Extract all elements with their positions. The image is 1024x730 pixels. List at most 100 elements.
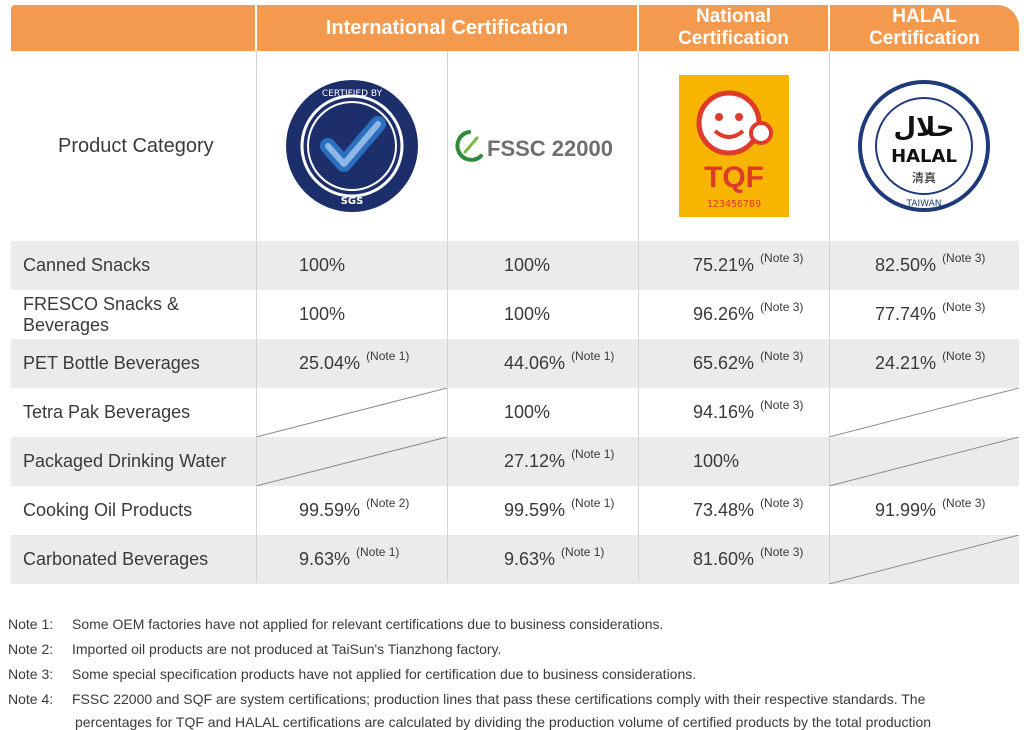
header-halal-certification: HALAL Certification	[830, 5, 1019, 51]
note-reference: (Note 3)	[760, 348, 804, 363]
percentage-value: 75.21%	[693, 255, 755, 275]
percentage-value: 24.21%	[875, 353, 937, 373]
product-category-cell: FRESCO Snacks & Beverages	[23, 293, 180, 335]
percentage-value: 96.26%	[693, 304, 755, 324]
product-category-cell: Packaged Drinking Water	[23, 451, 227, 471]
halal-cell	[829, 535, 1019, 584]
not-applicable-diagonal	[829, 437, 1019, 486]
sgs-cell: 25.04% (Note 1)	[256, 339, 447, 388]
percentage-value: 44.06%	[504, 353, 566, 373]
halal-cell: 91.99% (Note 3)	[829, 486, 1019, 535]
sgs-certification-logo: CERTIFIED BY SGS	[256, 51, 447, 241]
halal-cell	[829, 437, 1019, 486]
svg-text:SGS: SGS	[340, 196, 363, 207]
fssc-cell: 100%	[447, 290, 638, 339]
fssc-22000-logo: FSSC 22000	[447, 51, 638, 241]
percentage-value: 100%	[299, 255, 346, 275]
fssc-cell: 44.06% (Note 1)	[447, 339, 638, 388]
percentage-value: 25.04%	[299, 353, 361, 373]
not-applicable-diagonal	[256, 388, 447, 437]
sgs-cell	[256, 437, 447, 486]
percentage-value: 100%	[504, 304, 551, 324]
note-reference: (Note 1)	[561, 544, 605, 559]
halal-cell: 77.74% (Note 3)	[829, 290, 1019, 339]
percentage-value: 100%	[504, 402, 551, 422]
tqf-cell: 96.26% (Note 3)	[638, 290, 829, 339]
header-national-certification: National Certification	[639, 5, 828, 51]
logo-row: Product Category CERTIFIED BY SGS FSSC 2…	[11, 51, 1019, 241]
sgs-cell: 100%	[256, 290, 447, 339]
footnote-2: Note 2: Imported oil products are not pr…	[8, 640, 502, 657]
halal-cell	[829, 388, 1019, 437]
column-divider	[447, 51, 448, 582]
note-reference: (Note 3)	[760, 250, 804, 265]
note-reference: (Note 3)	[760, 397, 804, 412]
sgs-cell: 9.63% (Note 1)	[256, 535, 447, 584]
header-blank-cell	[11, 5, 255, 51]
footnote-3: Note 3: Some special specification produ…	[8, 665, 697, 682]
note-reference: (Note 3)	[942, 495, 986, 510]
column-divider	[829, 51, 830, 582]
percentage-value: 100%	[504, 255, 551, 275]
percentage-value: 9.63%	[504, 549, 556, 569]
halal-certification-logo: حلال HALAL 清真 TAIWAN	[829, 51, 1019, 241]
fssc-cell: 100%	[447, 388, 638, 437]
sgs-cell	[256, 388, 447, 437]
percentage-value: 100%	[299, 304, 346, 324]
note-reference: (Note 3)	[760, 299, 804, 314]
svg-text:FSSC 22000: FSSC 22000	[487, 136, 613, 161]
tqf-cell: 75.21% (Note 3)	[638, 241, 829, 290]
sgs-seal-icon: CERTIFIED BY SGS	[285, 80, 418, 212]
note-reference: (Note 3)	[942, 299, 986, 314]
tqf-cell: 100%	[638, 437, 829, 486]
tqf-face-icon	[696, 90, 761, 156]
not-applicable-diagonal	[829, 388, 1019, 437]
tqf-cell: 94.16% (Note 3)	[638, 388, 829, 437]
percentage-value: 94.16%	[693, 402, 755, 422]
product-category-cell: Canned Snacks	[23, 255, 151, 275]
percentage-value: 99.59%	[504, 500, 566, 520]
note-reference: (Note 2)	[366, 495, 410, 510]
percentage-value: 81.60%	[693, 549, 755, 569]
svg-text:清真: 清真	[912, 171, 936, 185]
percentage-value: 82.50%	[875, 255, 937, 275]
note-reference: (Note 1)	[366, 348, 410, 363]
table-row: Packaged Drinking Water 27.12% (Note 1) 100…	[11, 437, 1019, 486]
table-row: Cooking Oil Products 99.59% (Note 2) 99.59%…	[11, 486, 1019, 535]
product-category-cell: Carbonated Beverages	[23, 549, 209, 569]
sgs-cell: 100%	[256, 241, 447, 290]
note-reference: (Note 1)	[356, 544, 400, 559]
sgs-cell: 99.59% (Note 2)	[256, 486, 447, 535]
svg-text:TAIWAN: TAIWAN	[906, 199, 942, 209]
percentage-value: 91.99%	[875, 500, 937, 520]
column-divider	[638, 51, 639, 582]
product-category-cell: PET Bottle Beverages	[23, 353, 200, 373]
svg-text:123456789: 123456789	[706, 199, 760, 210]
product-category-cell: Cooking Oil Products	[23, 500, 193, 520]
tqf-cell: 81.60% (Note 3)	[638, 535, 829, 584]
svg-text:حلال: حلال	[893, 113, 954, 143]
product-category-header: Product Category	[58, 134, 214, 157]
fssc-cell: 9.63% (Note 1)	[447, 535, 638, 584]
percentage-value: 100%	[693, 451, 740, 471]
tqf-cell: 73.48% (Note 3)	[638, 486, 829, 535]
percentage-value: 65.62%	[693, 353, 755, 373]
note-reference: (Note 3)	[942, 348, 986, 363]
halal-cell: 24.21% (Note 3)	[829, 339, 1019, 388]
table-row: Tetra Pak Beverages 100% 94.16% (Note 3)	[11, 388, 1019, 437]
footnotes: Note 1: Some OEM factories have not appl…	[8, 611, 1018, 730]
note-reference: (Note 3)	[942, 250, 986, 265]
note-reference: (Note 1)	[571, 446, 615, 461]
table-row: PET Bottle Beverages 25.04% (Note 1) 44.06%…	[11, 339, 1019, 388]
percentage-value: 27.12%	[504, 451, 566, 471]
table-row: Carbonated Beverages 9.63% (Note 1) 9.63% (N…	[11, 535, 1019, 584]
fssc-cell: 27.12% (Note 1)	[447, 437, 638, 486]
note-reference: (Note 3)	[760, 495, 804, 510]
svg-text:TQF: TQF	[704, 161, 764, 194]
footnote-4: Note 4: FSSC 22000 and SQF are system ce…	[8, 690, 926, 707]
not-applicable-diagonal	[829, 535, 1019, 584]
fssc-cell: 99.59% (Note 1)	[447, 486, 638, 535]
percentage-value: 9.63%	[299, 549, 351, 569]
column-divider	[256, 51, 257, 582]
header-international-certification: International Certification	[257, 5, 637, 51]
